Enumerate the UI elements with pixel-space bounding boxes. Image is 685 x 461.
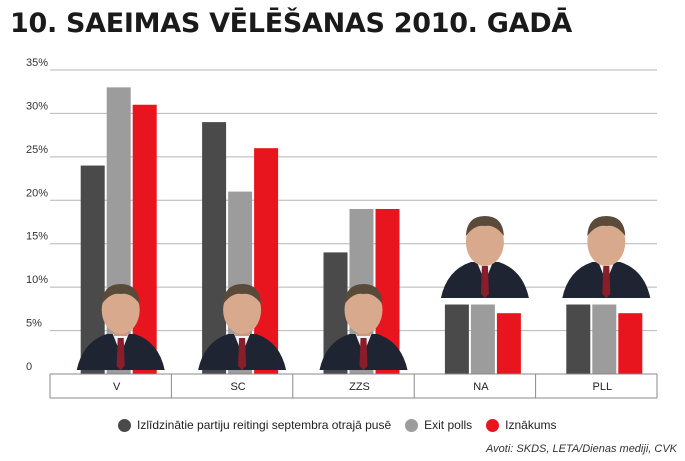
y-axis-ticks: 0 5% 10% 15% 20% 25% 30% 35% [26, 57, 48, 373]
x-tick-label: ZZS [349, 381, 370, 393]
politician-photo-icon [562, 216, 651, 298]
bar-v-s2 [132, 104, 157, 374]
chart-title: 10. SAEIMAS VĒLĒŠANAS 2010. GADĀ [10, 8, 572, 39]
legend-item-result: Iznākums [486, 418, 557, 432]
bar-pll-s0 [566, 304, 591, 374]
y-tick-label: 15% [26, 231, 48, 243]
x-tick-label: NA [473, 381, 489, 393]
bar-sc-s0 [202, 122, 227, 374]
bar-na-s2 [496, 313, 521, 374]
y-tick-label: 5% [26, 318, 42, 330]
legend-swatch-result [486, 418, 500, 432]
legend-label-result: Iznākums [505, 418, 557, 432]
legend-label-exit-polls: Exit polls [424, 418, 473, 432]
y-tick-label: 0 [26, 361, 32, 373]
y-tick-label: 30% [26, 100, 48, 112]
x-tick-label: SC [230, 381, 245, 393]
legend: Izlīdzinātie partiju reitingi septembra … [118, 418, 571, 432]
bar-pll-s1 [592, 304, 617, 374]
y-tick-label: 20% [26, 187, 48, 199]
y-tick-label: 35% [26, 57, 48, 69]
legend-swatch-ratings [118, 418, 131, 432]
candidate-photos [76, 216, 651, 370]
bar-pll-s2 [618, 313, 643, 374]
legend-swatch-exit-polls [405, 418, 419, 432]
politician-photo-icon [319, 284, 408, 370]
legend-item-ratings: Izlīdzinātie partiju reitingi septembra … [118, 418, 391, 432]
x-tick-label: PLL [593, 381, 613, 393]
politician-photo-icon [76, 284, 165, 370]
bar-na-s0 [444, 304, 469, 374]
legend-label-ratings: Izlīdzinātie partiju reitingi septembra … [137, 418, 392, 432]
bar-na-s1 [470, 304, 495, 374]
y-tick-label: 25% [26, 144, 48, 156]
x-axis: V SC ZZS NA PLL [49, 373, 658, 399]
source-note: Avoti: SKDS, LETA/Dienas mediji, CVK [486, 443, 677, 455]
legend-item-exit-polls: Exit polls [405, 418, 472, 432]
politician-photo-icon [198, 284, 287, 370]
politician-photo-icon [440, 216, 529, 298]
y-tick-label: 10% [26, 274, 48, 286]
x-tick-label: V [113, 381, 121, 393]
